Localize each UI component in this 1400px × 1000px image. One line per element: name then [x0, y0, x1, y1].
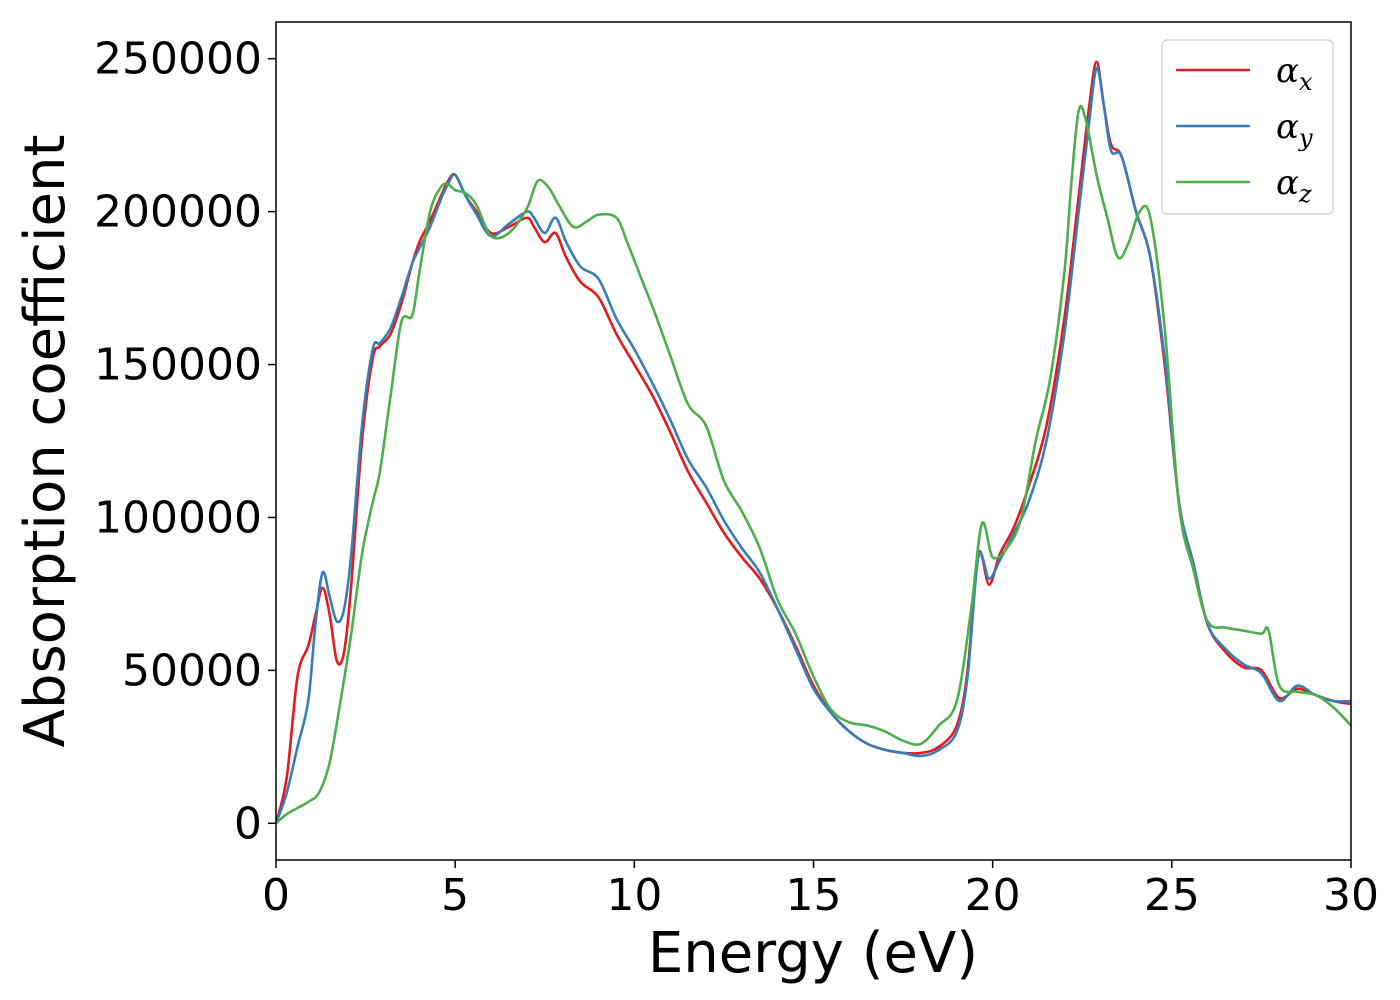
x-tick-label: 5: [441, 870, 469, 921]
x-axis-ticks: 0 5 10 15 20 25 30: [262, 860, 1379, 921]
legend-label-x: αx: [1276, 51, 1313, 96]
x-tick-label: 20: [965, 870, 1021, 921]
y-axis-label: Absorption coefficient: [13, 135, 78, 748]
x-tick-label: 25: [1144, 870, 1200, 921]
x-tick-label: 30: [1323, 870, 1379, 921]
y-tick-label: 200000: [94, 187, 262, 238]
y-tick-label: 0: [234, 798, 262, 849]
x-tick-label: 10: [606, 870, 662, 921]
x-tick-label: 0: [262, 870, 290, 921]
x-tick-label: 15: [786, 870, 842, 921]
x-axis-label: Energy (eV): [648, 921, 978, 986]
legend: αx αy αz: [1161, 39, 1334, 215]
y-tick-label: 100000: [94, 492, 262, 543]
y-axis-ticks: 0 50000 100000 150000 200000 250000: [94, 34, 276, 849]
y-tick-label: 50000: [122, 645, 262, 696]
series-lines: [276, 60, 1351, 825]
legend-label-y: αy: [1276, 107, 1313, 152]
series-line-z: [276, 104, 1351, 825]
y-tick-label: 250000: [94, 34, 262, 85]
y-tick-label: 150000: [94, 340, 262, 391]
legend-label-z: αz: [1276, 163, 1312, 208]
